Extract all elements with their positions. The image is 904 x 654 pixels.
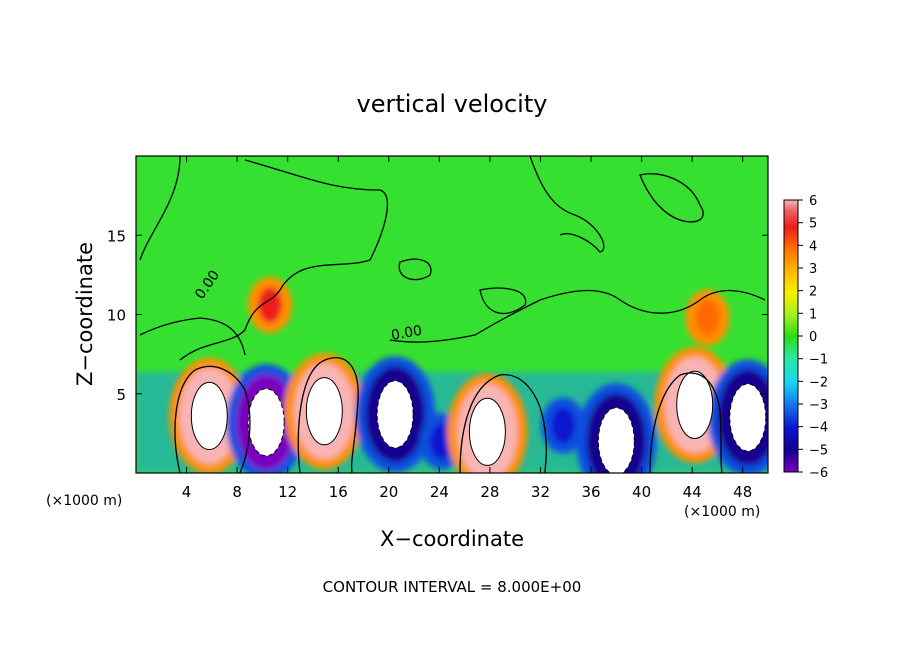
y-axis: 5 10 15: [107, 227, 768, 404]
colorbar-labels: 6 5 4 3 2 1 0 −1 −2 −3 −4 −5 −6: [798, 194, 828, 481]
colorbar-label: −5: [809, 443, 828, 458]
contour-label: 0.00: [390, 323, 423, 344]
colorbar-label: −4: [809, 421, 828, 436]
velocity-cell-core: [597, 407, 635, 473]
velocity-cell: [551, 407, 576, 444]
x-tick-label: 24: [430, 483, 449, 501]
velocity-cell-core: [305, 377, 343, 446]
x-axis-label: X−coordinate: [380, 527, 524, 551]
colorbar-label: 5: [809, 217, 817, 232]
colorbar-label: 6: [809, 194, 817, 209]
x-tick-label: 48: [733, 483, 752, 501]
colorbar-label: 0: [809, 330, 817, 345]
velocity-cell-core: [247, 388, 285, 457]
velocity-cell: [695, 299, 720, 336]
x-tick-label: 8: [232, 483, 242, 501]
colorbar-label: −2: [809, 375, 828, 390]
x-tick-label: 36: [581, 483, 600, 501]
velocity-cell: [257, 286, 282, 323]
velocity-cell-core: [468, 397, 506, 466]
velocity-cell-core: [376, 380, 414, 449]
zero-contours: [139, 156, 766, 473]
x-tick-label: 12: [278, 483, 297, 501]
colorbar: [783, 199, 799, 473]
colorbar-label: −6: [809, 466, 828, 481]
velocity-cell-core: [729, 383, 767, 452]
x-tick-label: 28: [480, 483, 499, 501]
x-unit-left: (×1000 m): [46, 493, 122, 509]
x-tick-label: 16: [329, 483, 348, 501]
x-tick-label: 20: [379, 483, 398, 501]
x-tick-label: 32: [531, 483, 550, 501]
y-axis-label: Z−coordinate: [73, 242, 97, 386]
colorbar-label: −3: [809, 398, 828, 413]
x-tick-label: 44: [683, 483, 702, 501]
x-unit-right: (×1000 m): [684, 504, 760, 520]
x-tick-label: 4: [182, 483, 192, 501]
y-tick-label: 5: [116, 386, 126, 404]
chart-title: vertical velocity: [357, 90, 548, 118]
colorbar-label: 3: [809, 262, 817, 277]
colorbar-label: 2: [809, 285, 817, 300]
colorbar-label: −1: [809, 353, 828, 368]
colorbar-label: 1: [809, 307, 817, 322]
colorbar-label: 4: [809, 239, 817, 254]
x-axis: 4 8 12 16 20 24 28 32 36 40 44 48: [182, 156, 752, 501]
velocity-cell-core: [190, 381, 228, 451]
y-tick-label: 10: [107, 307, 126, 325]
velocity-cell-core: [676, 370, 714, 439]
velocity-cores: [190, 370, 767, 473]
y-tick-label: 15: [107, 227, 126, 245]
x-tick-label: 40: [632, 483, 651, 501]
contour-interval-note: CONTOUR INTERVAL = 8.000E+00: [323, 578, 582, 596]
